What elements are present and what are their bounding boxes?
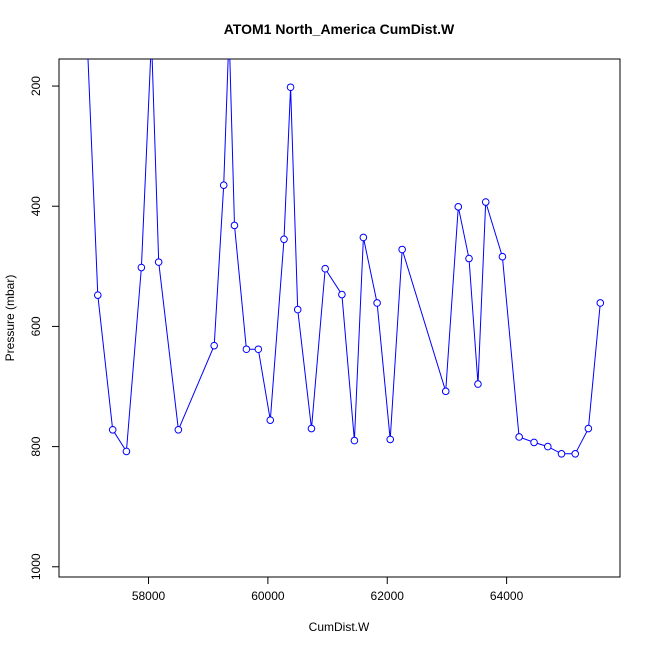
- y-axis: 200 400 600 800 1000: [29, 76, 59, 580]
- data-point: [515, 433, 523, 441]
- data-point: [321, 264, 329, 273]
- chart-title: ATOM1 North_America CumDist.W: [224, 21, 455, 37]
- data-point: [307, 424, 316, 433]
- data-point: [148, 35, 155, 42]
- data-point: [498, 252, 507, 261]
- data-point: [280, 235, 288, 244]
- data-point: [230, 221, 239, 230]
- data-point: [584, 424, 593, 433]
- x-axis-label: CumDist.W: [309, 620, 370, 634]
- data-point: [219, 181, 228, 189]
- data-point: [254, 345, 263, 354]
- plot-frame: [58, 58, 621, 578]
- data-point: [286, 83, 295, 92]
- x-axis: 58000 60000 62000 64000: [132, 577, 524, 603]
- data-point: [137, 263, 146, 272]
- data-point: [557, 450, 566, 458]
- data-point: [481, 198, 490, 206]
- data-point: [108, 425, 117, 434]
- series-line: [87, 59, 601, 455]
- data-point: [266, 416, 275, 424]
- data-point: [454, 203, 463, 211]
- y-tick-label: 800: [29, 436, 43, 456]
- data-point: [338, 290, 346, 299]
- data-point: [543, 442, 552, 451]
- data-point: [154, 258, 163, 266]
- data-point: [596, 299, 605, 307]
- data-point: [474, 380, 482, 388]
- data-point: [441, 387, 450, 396]
- plot-area: [87, 35, 605, 458]
- data-point: [210, 341, 218, 350]
- data-point: [373, 299, 381, 307]
- data-point: [293, 305, 302, 314]
- data-point: [386, 435, 395, 444]
- y-tick-label: 600: [29, 316, 43, 336]
- x-tick-label: 58000: [132, 589, 166, 603]
- y-tick-label: 1000: [29, 553, 43, 580]
- data-point: [571, 450, 580, 458]
- x-tick-label: 64000: [490, 589, 524, 603]
- data-point: [398, 245, 406, 254]
- data-point: [359, 233, 368, 242]
- data-point: [174, 425, 183, 434]
- y-axis-label: Pressure (mbar): [3, 275, 17, 362]
- data-point: [530, 438, 538, 447]
- y-tick-label: 200: [29, 76, 43, 96]
- data-point: [350, 436, 359, 445]
- data-point: [242, 345, 251, 354]
- y-tick-label: 400: [29, 196, 43, 216]
- x-tick-label: 60000: [251, 589, 285, 603]
- data-point: [465, 254, 473, 263]
- data-point: [93, 291, 102, 299]
- x-tick-label: 62000: [371, 589, 405, 603]
- data-point: [122, 447, 131, 456]
